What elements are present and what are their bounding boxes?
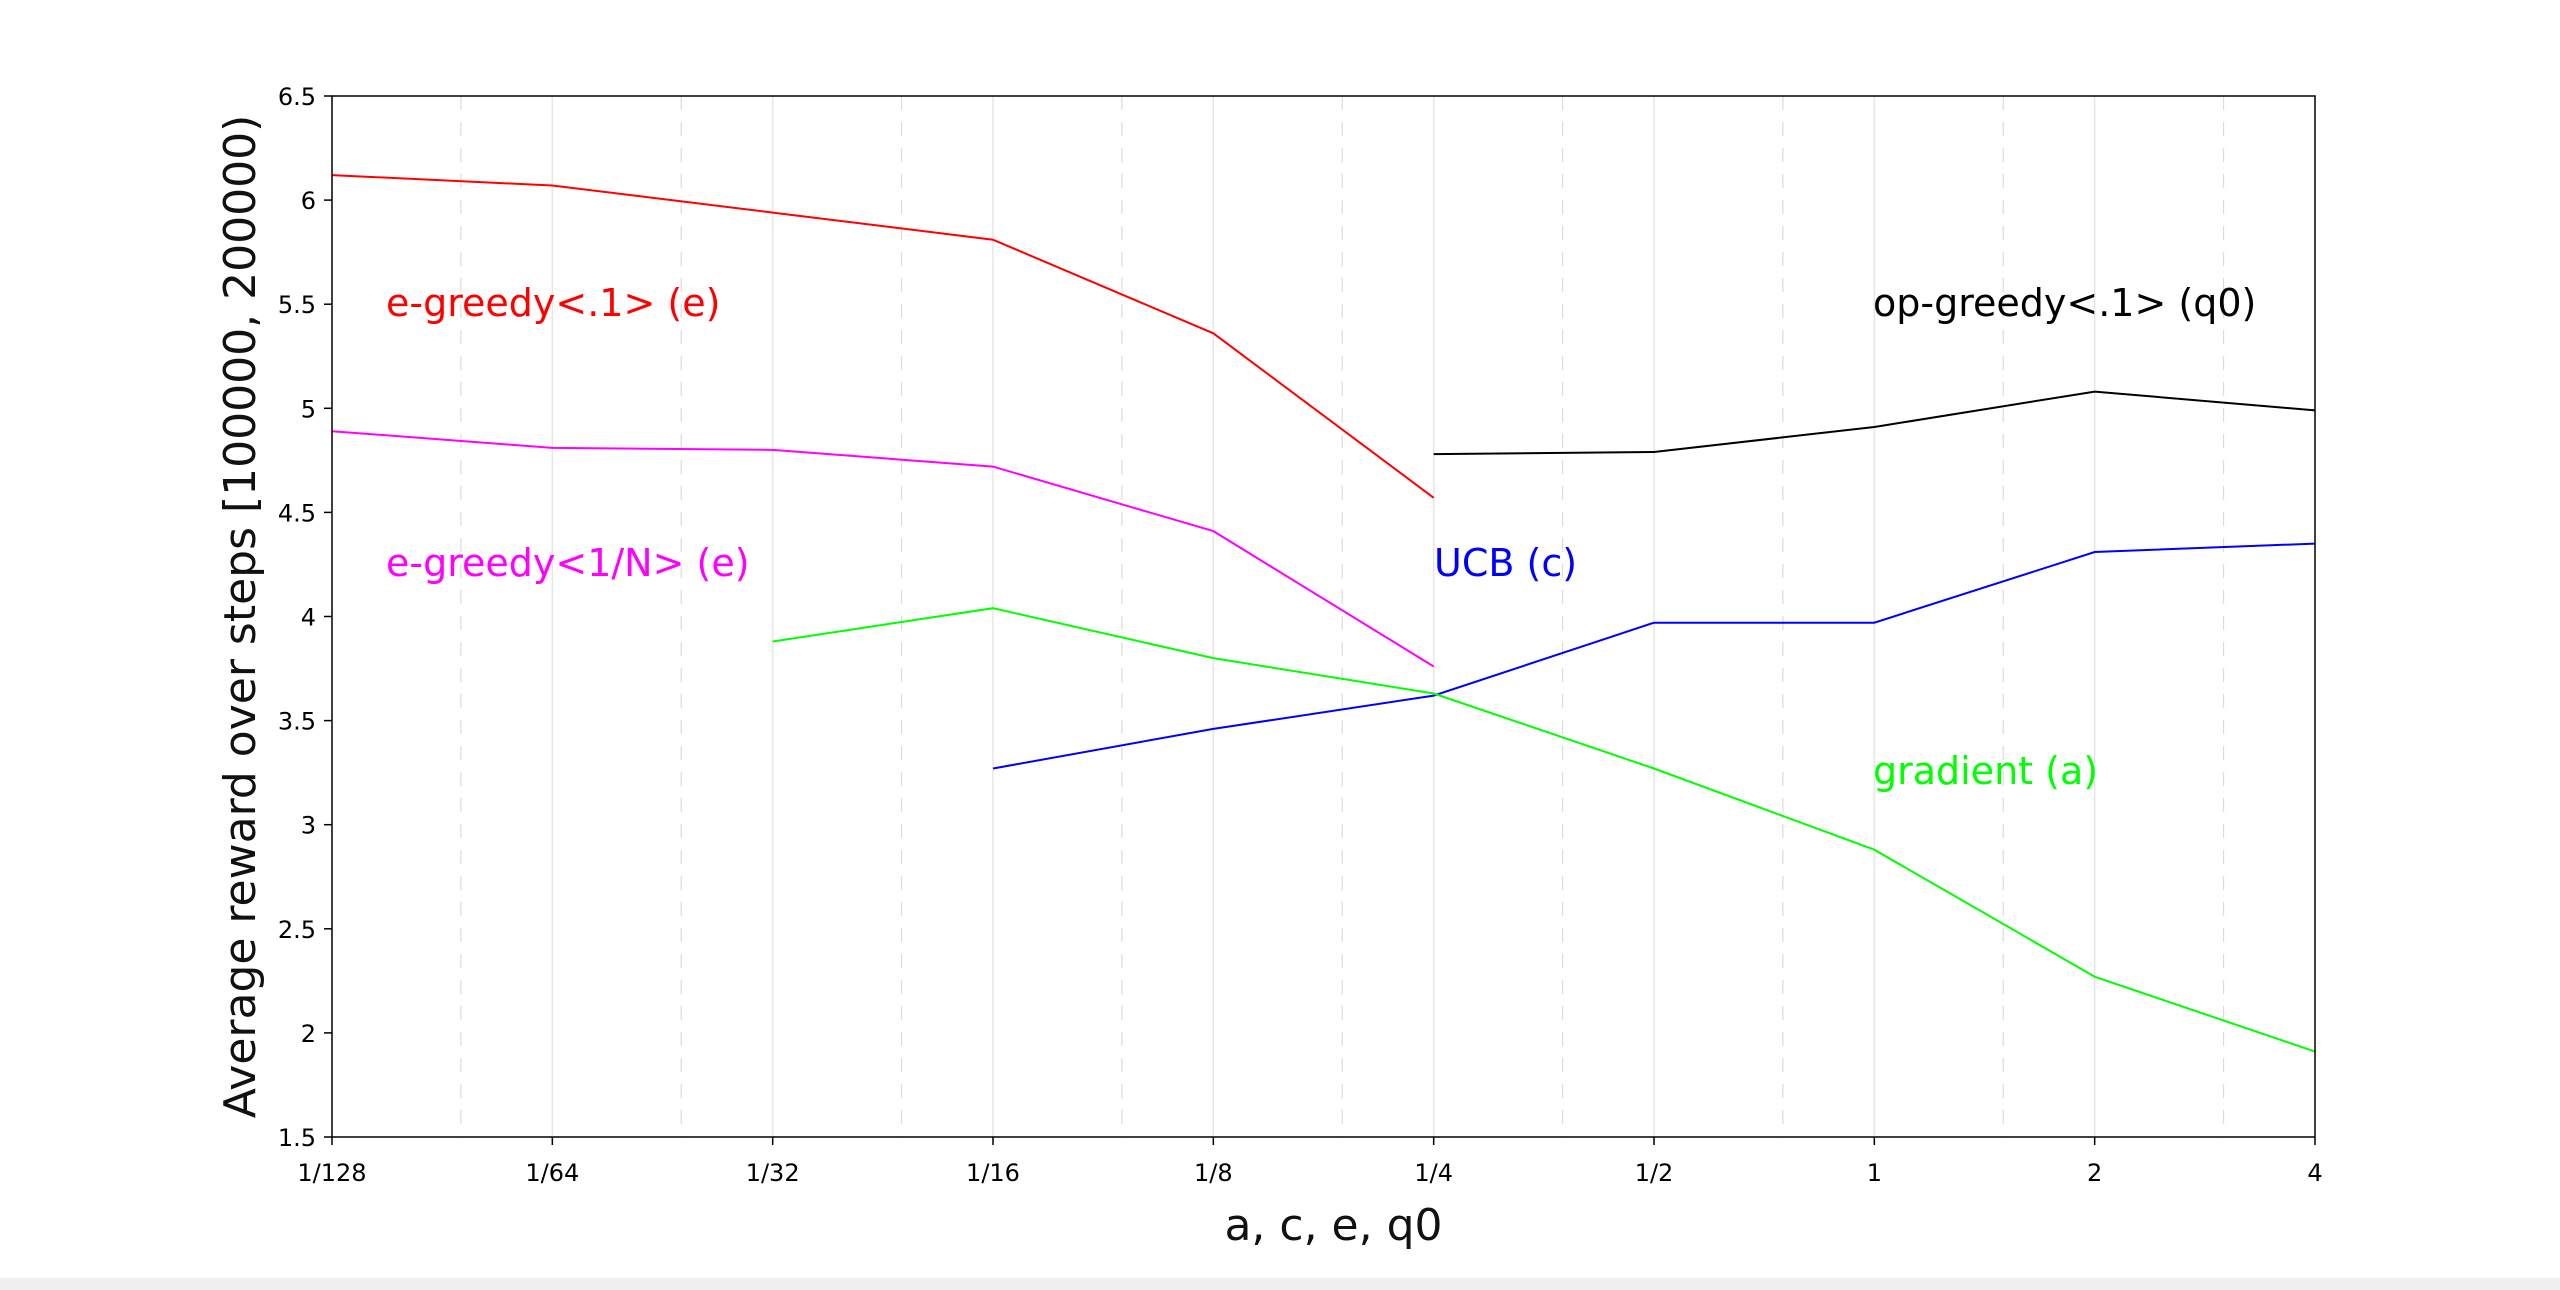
y-tick-labels: 1.5 2 2.5 3 3.5 4 4.5 5 5.5 6 6.5 <box>278 83 332 1152</box>
series-layer <box>331 174 2316 1053</box>
x-tick-label: 1/64 <box>525 1159 579 1187</box>
series-label: gradient (a) <box>1873 749 2098 793</box>
x-tick-label: 1/8 <box>1194 1159 1233 1187</box>
series-line <box>992 542 2316 770</box>
x-tick-label: 1/16 <box>966 1159 1020 1187</box>
x-tick-label: 1/2 <box>1635 1159 1674 1187</box>
y-tick-label: 5 <box>301 395 316 423</box>
series-label: UCB (c) <box>1434 541 1577 585</box>
series-label: e-greedy<.1> (e) <box>386 281 720 325</box>
x-tick-label: 2 <box>2087 1159 2102 1187</box>
y-tick-label: 3.5 <box>278 708 316 736</box>
y-tick-label: 2.5 <box>278 916 316 944</box>
x-axis-title: a, c, e, q0 <box>1224 1200 1442 1251</box>
y-tick-label: 2 <box>301 1020 316 1048</box>
series-label: e-greedy<1/N> (e) <box>386 541 750 585</box>
y-tick-label: 5.5 <box>278 291 316 319</box>
x-tick-label: 1 <box>1867 1159 1882 1187</box>
y-tick-label: 3 <box>301 812 316 840</box>
x-tick-label: 4 <box>2307 1159 2322 1187</box>
y-tick-label: 4 <box>301 604 316 632</box>
x-tick-label: 1/32 <box>746 1159 800 1187</box>
series-line <box>331 430 1435 668</box>
x-tick-label: 1/4 <box>1414 1159 1453 1187</box>
series-line <box>331 174 1435 499</box>
x-tick-label: 1/128 <box>297 1159 366 1187</box>
y-tick-label: 6 <box>301 187 316 215</box>
x-tick-labels: 1/128 1/64 1/32 1/16 1/8 1/4 1/2 1 2 4 <box>297 1137 2323 1187</box>
grid-layer <box>460 96 2225 1137</box>
y-tick-label: 1.5 <box>278 1124 316 1152</box>
y-axis-title: Average reward over steps [100000, 20000… <box>215 115 266 1118</box>
y-tick-label: 6.5 <box>278 83 316 111</box>
series-line <box>772 607 2316 1053</box>
series-label: op-greedy<.1> (q0) <box>1873 281 2256 325</box>
y-tick-label: 4.5 <box>278 499 316 527</box>
series-labels: e-greedy<.1> (e) e-greedy<1/N> (e) UCB (c)… <box>386 281 2256 793</box>
plot-frame <box>331 95 2316 1138</box>
series-line <box>1433 390 2316 456</box>
